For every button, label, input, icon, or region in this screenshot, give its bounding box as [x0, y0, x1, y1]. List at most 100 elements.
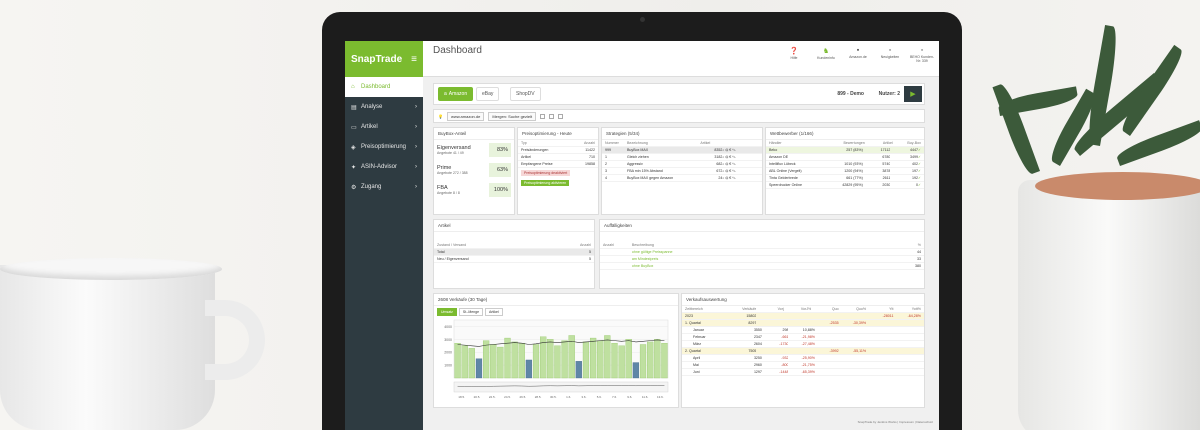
amazon-button[interactable]: ▪ Amazon.de	[845, 47, 871, 63]
help-button[interactable]: ❓ Hilfe	[781, 47, 807, 63]
table-row[interactable]: Tinta Gelderbrede 661 (77%) 2611 192 ✓	[766, 175, 924, 182]
brand-logo[interactable]: SnapTrade ≡	[345, 41, 423, 77]
edit-icon[interactable]: ✎	[731, 176, 736, 180]
cell-bezeichnung: BuyBox MAX gegen Amazon	[627, 176, 674, 180]
cell-bewertungen: 257 (83%)	[846, 148, 863, 152]
cell-bewertungen: 661 (77%)	[846, 176, 863, 180]
play-button[interactable]: ▶	[904, 86, 922, 102]
edit-icon[interactable]: ✎	[731, 169, 736, 173]
table-row[interactable]: 4 BuyBox MAX gegen Amazon 24 ⌕ ⚙ € ✎	[602, 175, 762, 182]
settings-icon[interactable]: ⚙	[724, 176, 729, 180]
table-row[interactable]: Amazon DE 6780 3499 ✓	[766, 154, 924, 161]
chart-toggle-artikel[interactable]: Artikel	[485, 308, 503, 316]
table-row[interactable]: ohne BuyBox 380	[600, 263, 924, 270]
table-row[interactable]: am Mindestpreis 33	[600, 256, 924, 263]
sidebar-item-dashboard[interactable]: ⌂ Dashboard	[345, 77, 423, 97]
table-cell	[841, 342, 868, 346]
edit-icon[interactable]: ✎	[731, 162, 736, 166]
bar	[604, 335, 611, 379]
table-cell	[895, 370, 922, 374]
bulb-icon: 💡	[438, 113, 443, 119]
col-header: Verkäufe	[742, 307, 757, 311]
bar	[461, 345, 468, 379]
table-cell	[868, 363, 895, 367]
chart-toggle-umsatz[interactable]: Umsatz	[437, 308, 457, 316]
tab-amazon[interactable]: a Amazon	[438, 87, 474, 101]
customer-info-button[interactable]: ♞ Kundeninfo	[813, 47, 839, 63]
table-row[interactable]: ABL Online (Vergelt) 1200 (94%) 3878 197 ✓	[766, 168, 924, 175]
table-row[interactable]: Intelliflux Lübeck 1010 (93%) 5740 402 ✓	[766, 161, 924, 168]
table-cell: -661	[781, 335, 789, 339]
sidebar-item-preisoptimierung[interactable]: ◈ Preisoptimierung ›	[345, 137, 423, 157]
settings-icon[interactable]: ⚙	[724, 155, 729, 159]
hamburger-icon[interactable]: ≡	[411, 53, 417, 65]
filter-option-3[interactable]	[558, 113, 564, 119]
x-tick-label: 28.5.	[535, 395, 542, 399]
bar	[482, 340, 490, 379]
sidebar-item-asin-advisor[interactable]: ✦ ASIN-Advisor ›	[345, 157, 423, 177]
buybox-row-sub: Angebote 41 / 49	[437, 151, 464, 155]
table-row[interactable]: Beko 257 (83%) 17112 4447 ✓	[766, 147, 924, 154]
plant-pot-rim	[1035, 172, 1200, 200]
user-button[interactable]: ▫ BEHO Kunden-Nr: 339	[909, 47, 935, 63]
mode-select[interactable]: Mergen: Suche gezielt	[488, 111, 537, 121]
settings-icon[interactable]: ⚙	[724, 148, 729, 152]
euro-icon[interactable]: €	[728, 162, 732, 166]
filter-option-1[interactable]	[540, 113, 546, 119]
cell-prozent: 33	[916, 257, 921, 261]
euro-icon[interactable]: €	[728, 176, 732, 180]
table-row[interactable]: ohne gültige Preisspanne 44	[600, 249, 924, 256]
table-row[interactable]: Speerdrucker Online 42829 (95%) 2030 0 ✓	[766, 182, 924, 189]
cell-anzahl: 5	[589, 250, 591, 254]
table-row: Preisänderungen 11422	[518, 147, 598, 154]
euro-icon[interactable]: €	[728, 169, 732, 173]
table-row[interactable]: 1 Gleich ziehen 3182 ⌕ ⚙ € ✎	[602, 154, 762, 161]
col-zustand: Zustand / Versand	[437, 243, 467, 247]
x-tick-label: 3.6.	[581, 395, 586, 399]
cell-artikel: 17112	[880, 148, 891, 152]
buybox-row: Eigenversand Angebote 41 / 49 83%	[434, 140, 514, 160]
table-row[interactable]: 2 Aggressiv 682 ⌕ ⚙ € ✎	[602, 161, 762, 168]
euro-icon[interactable]: €	[728, 148, 732, 152]
sidebar-item-zugang[interactable]: ⚙ Zugang ›	[345, 177, 423, 197]
table-row[interactable]: 999 BuyBox MAX 8352 ⌕ ⚙ € ✎	[602, 147, 762, 154]
table-row: Juni 1297 -1448 -65,39%	[682, 369, 924, 376]
sidebar-item-artikel[interactable]: ▭ Artikel ›	[345, 117, 423, 137]
check-icon: ✓	[917, 183, 921, 187]
edit-icon[interactable]: ✎	[731, 155, 736, 159]
search-icon[interactable]: ⌕	[722, 169, 725, 173]
col-header: Quo	[831, 307, 839, 311]
articles-title: Artikel	[434, 220, 594, 232]
euro-icon[interactable]: €	[728, 155, 732, 159]
search-icon[interactable]: ⌕	[722, 155, 725, 159]
table-row[interactable]: 3 FBA min 15% Abstand 672 ⌕ ⚙ € ✎	[602, 168, 762, 175]
bar	[582, 341, 590, 379]
sidebar-item-analyse[interactable]: ▤ Analyse ›	[345, 97, 423, 117]
table-row: 2023 15802 -28011 -64,28%	[682, 313, 924, 320]
cell-artikel: 672	[716, 169, 723, 173]
check-icon: ✓	[917, 148, 921, 152]
buybox-row-sub: Angebote 8 / 8	[437, 191, 460, 195]
search-icon[interactable]: ⌕	[722, 176, 725, 180]
cell-beschreibung: ohne BuyBox	[631, 264, 654, 268]
settings-icon[interactable]: ⚙	[724, 162, 729, 166]
settings-icon[interactable]: ⚙	[724, 169, 729, 173]
activate-optimization-button[interactable]: Preisoptimierung aktivieren	[521, 180, 570, 186]
bulb-icon: ✦	[351, 164, 357, 171]
row-actions: ⌕ ⚙ € ✎	[722, 155, 759, 159]
news-button[interactable]: ▫ Neuigkeiten	[877, 47, 903, 63]
cell-buybox: 4447	[909, 148, 918, 152]
marketplace-select[interactable]: www.amazon.de	[446, 111, 485, 121]
filter-option-2[interactable]	[549, 113, 555, 119]
buybox-panel: BuyBox-Anteil Eigenversand Angebote 41 / …	[433, 127, 515, 215]
bar	[647, 341, 654, 379]
table-cell	[895, 363, 922, 367]
tab-shopdv[interactable]: ShopDV	[510, 87, 541, 101]
search-icon[interactable]: ⌕	[722, 162, 725, 166]
chart-toggle-st-menge[interactable]: St.-Menge	[458, 308, 484, 316]
search-icon[interactable]: ⌕	[722, 148, 725, 152]
tab-ebay[interactable]: eBay	[476, 87, 500, 101]
account-demo: 899 - Demo	[837, 91, 864, 97]
cell-haendler: Amazon DE	[769, 155, 789, 159]
edit-icon[interactable]: ✎	[731, 148, 736, 152]
